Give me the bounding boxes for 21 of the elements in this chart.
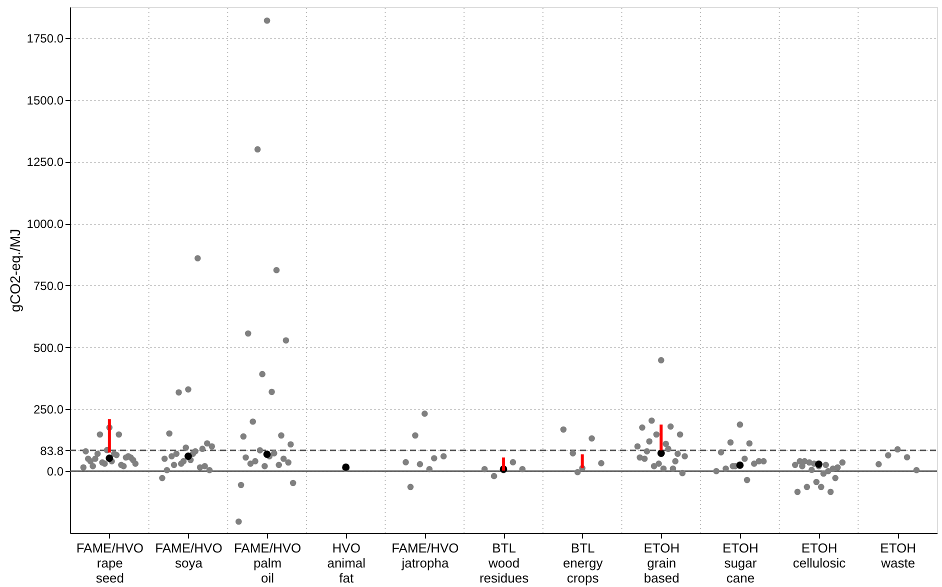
y-tick-label: 1750.0 (26, 31, 64, 46)
x-tick-label: FAME/HVO soya (155, 540, 222, 570)
x-tick-label: ETOH cellulosic (792, 540, 846, 570)
y-tick-label: 500.0 (33, 340, 64, 355)
x-tick-label: FAME/HVO rape seed (76, 540, 144, 586)
y-tick-label: 250.0 (33, 402, 64, 417)
y-tick-label: 1250.0 (26, 155, 64, 170)
x-tick-label: ETOH grain based (644, 540, 680, 586)
y-tick-label: 1000.0 (26, 217, 64, 232)
x-tick-label: BTL wood residues (479, 540, 530, 586)
y-tick-label: 1500.0 (26, 93, 64, 108)
x-tick-label: BTL energy crops (562, 540, 604, 586)
y-tick-label: 750.0 (33, 278, 64, 293)
x-tick-label: ETOH waste (880, 540, 916, 570)
x-tick-label: FAME/HVO palm oil (234, 540, 302, 586)
y-axis-title: gCO2-eq./MJ (6, 228, 23, 312)
x-tick-label: ETOH sugar cane (722, 540, 758, 586)
x-tick-label: FAME/HVO jatropha (392, 540, 459, 570)
x-tick-label: HVO animal fat (327, 540, 366, 586)
y-tick-label: 83.8 (40, 444, 64, 458)
y-tick-label: 0.0 (46, 464, 64, 479)
